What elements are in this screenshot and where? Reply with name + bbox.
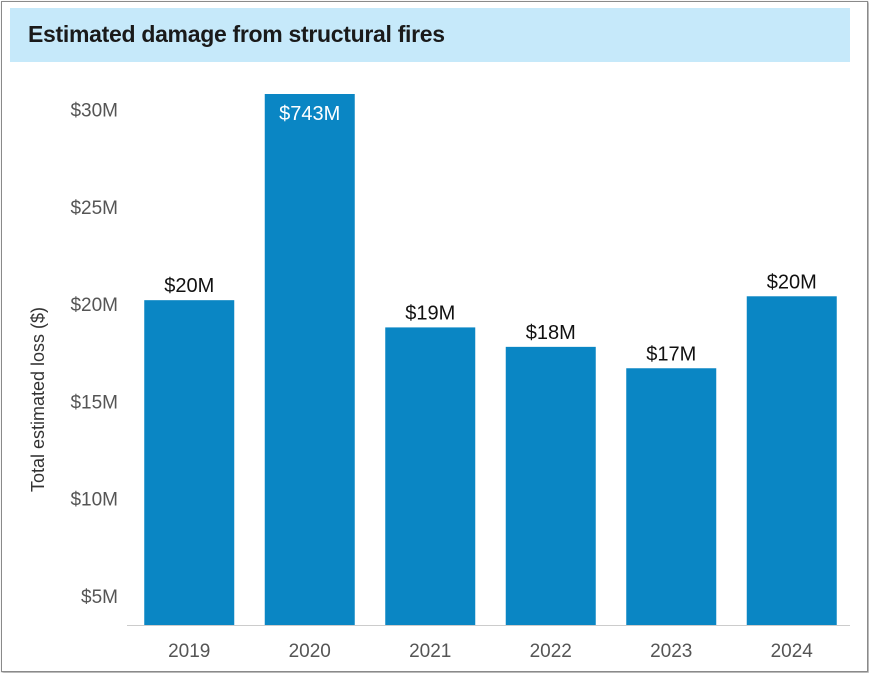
y-tick-30: $30M <box>70 101 118 122</box>
bar-2022 <box>505 346 596 625</box>
y-tick-5: $5M <box>81 587 118 608</box>
x-tick-2022: 2022 <box>530 641 572 662</box>
x-tick-2021: 2021 <box>409 641 451 662</box>
y-tick-15: $15M <box>70 392 118 413</box>
title-banner: Estimated damage from structural fires <box>10 8 850 62</box>
bar-2021 <box>385 327 476 625</box>
data-label-2022: $18M <box>526 322 576 344</box>
y-tick-10: $10M <box>70 490 118 511</box>
y-axis-title: Total estimated loss ($) <box>28 307 48 492</box>
data-label-2019: $20M <box>164 275 214 297</box>
x-tick-2023: 2023 <box>650 641 692 662</box>
x-tick-2019: 2019 <box>168 641 210 662</box>
x-tick-2024: 2024 <box>771 641 814 662</box>
bar-2019 <box>144 300 235 625</box>
chart-title: Estimated damage from structural fires <box>28 21 445 47</box>
x-tick-2020: 2020 <box>289 641 331 662</box>
bar-2020 <box>264 94 355 625</box>
data-label-2023: $17M <box>646 343 696 365</box>
y-axis-ticks: $5M $10M $15M $20M $25M $30M <box>70 101 118 608</box>
bar-2024 <box>746 296 837 625</box>
data-label-2020: $743M <box>279 103 340 125</box>
data-label-2021: $19M <box>405 302 455 324</box>
y-tick-20: $20M <box>70 295 118 316</box>
x-axis-ticks: 2019 2020 2021 2022 2023 2024 <box>168 641 813 662</box>
data-label-2024: $20M <box>767 271 817 293</box>
bar-2023 <box>626 368 717 625</box>
bars-group <box>144 94 837 625</box>
data-labels-group: $20M $743M $19M $18M $17M $20M <box>164 103 817 365</box>
y-tick-25: $25M <box>70 198 118 219</box>
